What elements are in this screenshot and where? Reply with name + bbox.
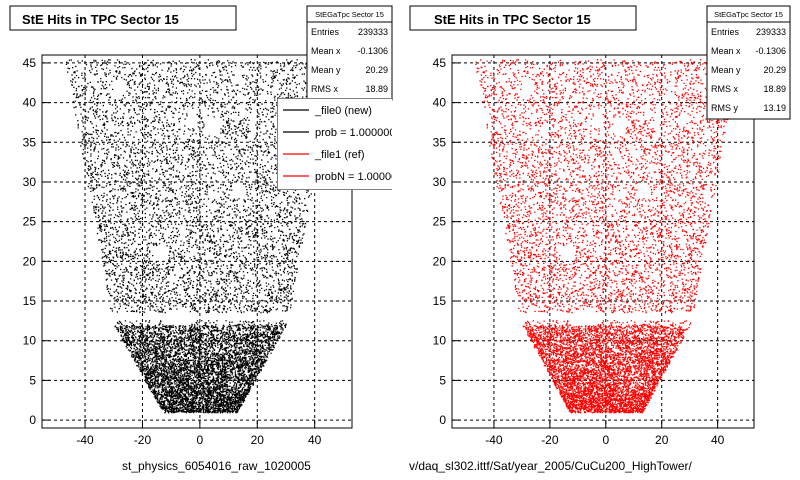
legend-box: _file0 (new) prob = 1.000000 _file1 (ref) p… [277, 98, 403, 190]
legend-entry-label: probN = 1.000000 [315, 171, 403, 183]
y-tick-label: 25 [23, 215, 37, 229]
footer-right-text: v/daq_sl302.ittf/Sat/year_2005/CuCu200_H… [409, 459, 693, 473]
x-tick-label: -20 [541, 433, 559, 447]
x-tick-label: 40 [711, 433, 725, 447]
scatter-points-left [65, 59, 335, 414]
stats-row-label: RMS x [711, 84, 739, 94]
y-tick-label: 40 [23, 96, 37, 110]
y-tick-label: 0 [439, 413, 446, 427]
chart-title-right: StE Hits in TPC Sector 15 [434, 12, 591, 27]
panel-left: StE Hits in TPC Sector 15 -40 -20 0 20 40 0 5 1… [9, 5, 403, 473]
y-tick-label: 5 [439, 373, 446, 387]
y-tick-label: 30 [433, 175, 447, 189]
scatter-points-right [475, 59, 738, 414]
stats-row-label: Mean y [311, 65, 341, 75]
x-tick-label: -20 [134, 433, 152, 447]
scatter-point-cloud [475, 59, 738, 414]
stats-row-value: 18.89 [763, 84, 786, 94]
stats-row-value: 18.89 [365, 84, 388, 94]
title-box-right [409, 5, 637, 31]
y-tick-label: 40 [433, 96, 447, 110]
y-tick-label: 20 [433, 254, 447, 268]
stats-row-label: Entries [711, 27, 740, 37]
y-tick-label: 35 [433, 135, 447, 149]
x-tick-label: -40 [76, 433, 94, 447]
stats-row-value: 239333 [756, 27, 786, 37]
y-tick-label: 0 [29, 413, 36, 427]
y-tick-label: 30 [23, 175, 37, 189]
chart-title-left: StE Hits in TPC Sector 15 [22, 12, 179, 27]
stats-box-left: StEGaTpc Sector 15 Entries 239333 Mean x -0.… [306, 5, 393, 101]
y-tick-label: 45 [433, 56, 447, 70]
stats-row-label: Entries [311, 27, 340, 37]
stats-row-value: 13.19 [763, 103, 786, 113]
axis-ticks-right: -40 -20 0 20 40 0 5 10 15 20 25 30 35 40 45 [433, 56, 725, 447]
title-box-left [9, 5, 237, 31]
stats-row-value: 20.29 [763, 65, 786, 75]
x-tick-label: 20 [251, 433, 265, 447]
stats-row-value: -0.1306 [357, 46, 388, 56]
axis-ticks-left: -40 -20 0 20 40 0 5 10 15 20 25 30 35 40 45 [23, 56, 322, 447]
x-tick-label: 40 [308, 433, 322, 447]
y-tick-label: 35 [23, 135, 37, 149]
footer-left-text: st_physics_6054016_raw_1020005 [122, 459, 311, 473]
legend-entry-label: prob = 1.000000 [315, 127, 395, 139]
stats-row-label: Mean x [711, 46, 741, 56]
x-tick-label: 20 [655, 433, 669, 447]
legend-entry-label: _file0 (new) [314, 105, 372, 117]
stats-box-right: StEGaTpc Sector 15 Entries 239333 Mean x -0.… [706, 5, 791, 120]
stats-row-label: RMS x [311, 84, 339, 94]
stats-row-value: 20.29 [365, 65, 388, 75]
x-tick-label: -40 [485, 433, 503, 447]
y-tick-label: 15 [433, 294, 447, 308]
y-tick-label: 20 [23, 254, 37, 268]
stats-title: StEGaTpc Sector 15 [315, 10, 384, 19]
x-tick-label: 0 [602, 433, 609, 447]
y-tick-label: 15 [23, 294, 37, 308]
y-tick-label: 10 [23, 334, 37, 348]
scatter-point-cloud [65, 59, 335, 414]
stats-row-value: 239333 [358, 27, 388, 37]
x-tick-label: 0 [197, 433, 204, 447]
y-tick-label: 25 [433, 215, 447, 229]
stats-title: StEGaTpc Sector 15 [714, 10, 783, 19]
legend-entry-label: _file1 (ref) [314, 149, 365, 161]
panel-right: StE Hits in TPC Sector 15 -40 -20 0 20 40 0 5 1… [409, 5, 791, 473]
stats-row-label: Mean x [311, 46, 341, 56]
legend-frame [277, 98, 392, 190]
stats-box-frame [706, 5, 791, 120]
y-tick-label: 5 [29, 373, 36, 387]
y-tick-label: 10 [433, 334, 447, 348]
stats-row-label: Mean y [711, 65, 741, 75]
y-tick-label: 45 [23, 56, 37, 70]
stats-row-label: RMS y [711, 103, 739, 113]
stats-row-value: -0.1306 [755, 46, 786, 56]
